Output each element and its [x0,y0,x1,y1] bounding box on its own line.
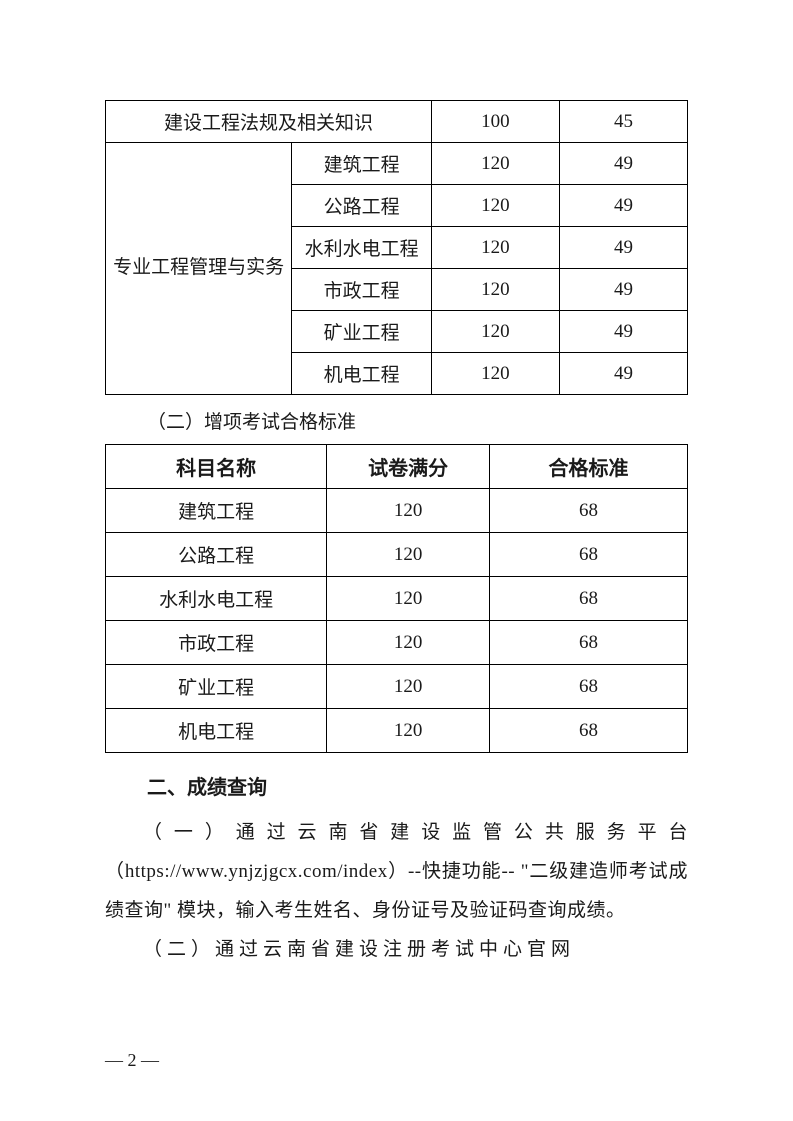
section-label-2: （二）增项考试合格标准 [147,407,688,434]
sub-subject-cell: 公路工程 [292,185,432,227]
table-row: 建设工程法规及相关知识 100 45 [106,101,688,143]
section-heading-2: 二、成绩查询 [147,771,688,800]
group-label-cell: 专业工程管理与实务 [106,143,292,395]
subject-cell: 公路工程 [106,533,327,577]
subject-cell: 水利水电工程 [106,577,327,621]
paragraph-1: （一）通过云南省建设监管公共服务平台（https://www.ynjzjgcx.… [105,814,688,931]
header-subject: 科目名称 [106,445,327,489]
header-pass-standard: 合格标准 [490,445,688,489]
table-row: 机电工程 120 68 [106,709,688,753]
sub-subject-cell: 矿业工程 [292,311,432,353]
full-score-cell: 120 [327,533,490,577]
sub-subject-cell: 建筑工程 [292,143,432,185]
subject-cell: 矿业工程 [106,665,327,709]
pass-score-cell: 68 [490,709,688,753]
full-score-cell: 120 [327,665,490,709]
sub-subject-cell: 机电工程 [292,353,432,395]
pass-score-cell: 49 [559,311,687,353]
pass-score-cell: 68 [490,577,688,621]
full-score-cell: 120 [327,577,490,621]
pass-score-cell: 49 [559,143,687,185]
pass-score-cell: 68 [490,621,688,665]
exam-standards-table-1: 建设工程法规及相关知识 100 45 专业工程管理与实务 建筑工程 120 49… [105,100,688,395]
table-row: 建筑工程 120 68 [106,489,688,533]
full-score-cell: 120 [327,621,490,665]
sub-subject-cell: 市政工程 [292,269,432,311]
subject-cell: 市政工程 [106,621,327,665]
pass-score-cell: 49 [559,353,687,395]
full-score-cell: 120 [431,227,559,269]
pass-score-cell: 49 [559,269,687,311]
table-row: 水利水电工程 120 68 [106,577,688,621]
full-score-cell: 120 [431,269,559,311]
full-score-cell: 120 [431,311,559,353]
full-score-cell: 120 [327,709,490,753]
exam-standards-table-2: 科目名称 试卷满分 合格标准 建筑工程 120 68 公路工程 120 68 水… [105,444,688,753]
table-row: 市政工程 120 68 [106,621,688,665]
full-score-cell: 120 [431,143,559,185]
pass-score-cell: 45 [559,101,687,143]
pass-score-cell: 49 [559,227,687,269]
full-score-cell: 120 [431,185,559,227]
full-score-cell: 120 [431,353,559,395]
table-row: 矿业工程 120 68 [106,665,688,709]
table-row: 专业工程管理与实务 建筑工程 120 49 [106,143,688,185]
subject-cell: 机电工程 [106,709,327,753]
pass-score-cell: 68 [490,489,688,533]
subject-cell: 建设工程法规及相关知识 [106,101,432,143]
subject-cell: 建筑工程 [106,489,327,533]
pass-score-cell: 49 [559,185,687,227]
table-header-row: 科目名称 试卷满分 合格标准 [106,445,688,489]
table-row: 公路工程 120 68 [106,533,688,577]
sub-subject-cell: 水利水电工程 [292,227,432,269]
page-number: — 2 — [105,1050,159,1071]
full-score-cell: 120 [327,489,490,533]
paragraph-2: （二）通过云南省建设注册考试中心官网 [105,931,688,970]
pass-score-cell: 68 [490,665,688,709]
pass-score-cell: 68 [490,533,688,577]
full-score-cell: 100 [431,101,559,143]
header-full-score: 试卷满分 [327,445,490,489]
